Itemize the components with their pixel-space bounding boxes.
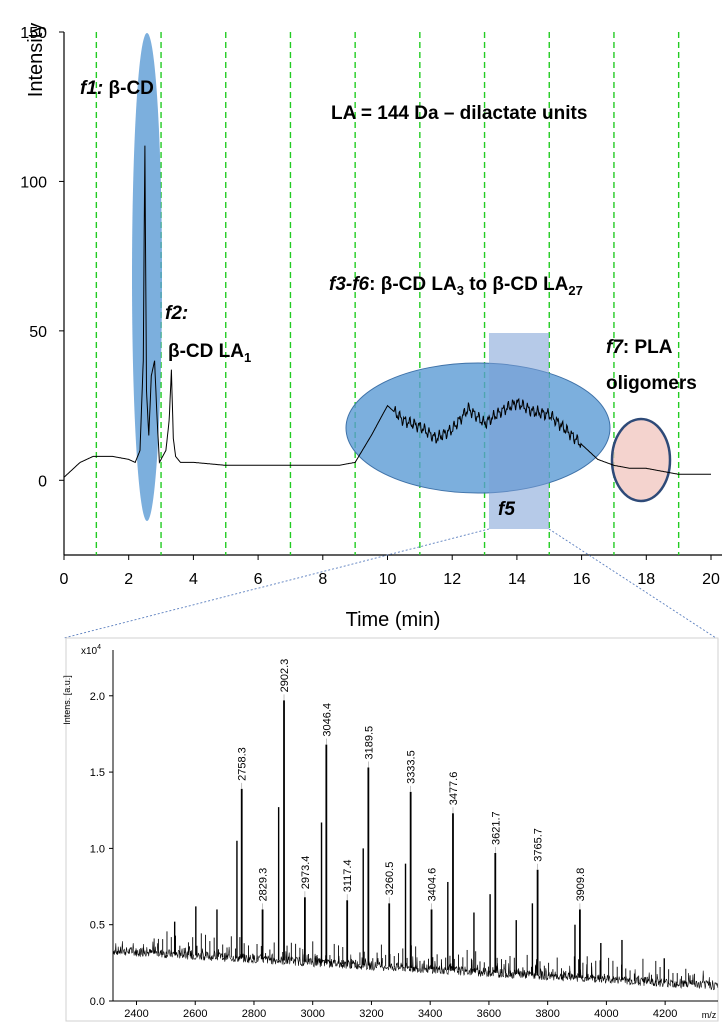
spectrum-x-tick-label: 4000 [594,1008,618,1020]
y-tick-label: 100 [20,174,47,191]
x-tick-label: 6 [254,571,263,588]
la-note: LA = 144 Da – dilactate units [331,103,587,124]
spectrum-peak-label: 2973.4 [300,856,312,890]
spectrum-x-tick-label: 4200 [653,1008,677,1020]
mass-spectrum-chart: 2400 2600 2800 3000 3200 3400 3600 3800 4000 4200… [62,637,719,1022]
y-tick-label: 150 [20,25,47,42]
spectrum-peak-label: 3117.4 [342,859,354,892]
f7-annotation: f7: PLA [606,337,673,358]
f7-annotation-line2: oligomers [606,373,697,394]
spectrum-ticks: 2400 2600 2800 3000 3200 3400 3600 3800 4000 4200… [90,691,678,1020]
f3-f6-annotation: f3-f6: β-CD LA3 to β-CD LA27 [329,274,583,298]
spectrum-y-tick-label: 1.0 [90,843,105,855]
spectrum-peak-label: 2829.3 [258,868,270,902]
x-tick-label: 20 [702,571,720,588]
zoom-connector-right [548,528,717,639]
zoom-connector-left [63,528,490,639]
spectrum-x-tick-label: 2600 [183,1008,207,1020]
x-tick-label: 8 [318,571,327,588]
f7-highlight-ellipse [610,417,672,503]
f1-annotation: f1: β-CD [80,78,154,99]
spectrum-peak-label: 3404.6 [427,868,439,902]
spectrum-peak-label: 2902.3 [279,659,291,693]
spectrum-peak-label: 3260.5 [384,862,396,896]
spectrum-peaks [153,700,695,985]
spectrum-peak-label: 3333.5 [406,750,418,784]
f5-highlight-rect [489,333,549,529]
spectrum-peak-label: 3189.5 [363,726,375,760]
f2-annotation: β-CD LA1 [168,341,251,365]
spectrum-y-tick-label: 0.0 [90,996,105,1008]
x-tick-label: 14 [508,571,526,588]
chromatogram-y-axis-title: Intensity [25,23,47,97]
spectrum-multiplier: x104 [81,644,101,657]
spectrum-peak-label: 2758.3 [237,747,249,781]
x-tick-label: 18 [637,571,655,588]
x-tick-label: 2 [124,571,133,588]
spectrum-x-tick-label: 3400 [418,1008,442,1020]
f3-f6-highlight-ellipse [345,362,611,494]
y-tick-label: 50 [29,324,47,341]
spectrum-x-tick-label: 2800 [242,1008,266,1020]
chromatogram-chart: 0 2 4 6 8 10 12 14 16 18 20 0 50 100 150 Time (min) In… [20,23,722,631]
spectrum-x-tick-label: 3200 [359,1008,383,1020]
x-tick-label: 10 [379,571,397,588]
spectrum-peak-label: 3621.7 [490,811,502,845]
spectrum-y-tick-label: 2.0 [90,691,105,703]
chromatogram-x-axis-title: Time (min) [346,609,441,631]
x-tick-label: 16 [573,571,591,588]
spectrum-y-tick-label: 0.5 [90,920,105,932]
f1-highlight-ellipse [132,33,162,521]
spectrum-peak-label: 3909.8 [575,868,587,902]
spectrum-peak-label: 3477.6 [448,772,460,806]
spectrum-y-axis-title: Intens. [a.u.] [62,675,72,725]
spectrum-x-tick-label: 2400 [124,1008,148,1020]
fraction-boundaries [95,32,680,555]
x-tick-label: 12 [443,571,461,588]
x-tick-label: 0 [60,571,69,588]
x-tick-label: 4 [189,571,198,588]
f2-label: f2: [165,303,188,324]
chromatogram-ticks: 0 2 4 6 8 10 12 14 16 18 20 0 50 100 150 [20,25,720,588]
spectrum-peak-label: 3765.7 [533,828,545,862]
f5-label: f5 [498,499,515,520]
spectrum-peak-label: 3046.4 [321,703,333,737]
mass-spectrum-frame [65,637,719,1022]
spectrum-x-tick-label: 3000 [300,1008,324,1020]
spectrum-x-tick-label: 3800 [535,1008,559,1020]
spectrum-x-tick-label: 3600 [477,1008,501,1020]
chromatogram-trace [63,145,711,478]
spectrum-y-tick-label: 1.5 [90,767,105,779]
y-tick-label: 0 [38,473,47,490]
spectrum-x-unit: m/z [702,1010,717,1020]
spectrum-peak-labels: 2758.3 2829.3 2902.3 2973.4 3046.4 3117.4 3189… [237,659,587,910]
